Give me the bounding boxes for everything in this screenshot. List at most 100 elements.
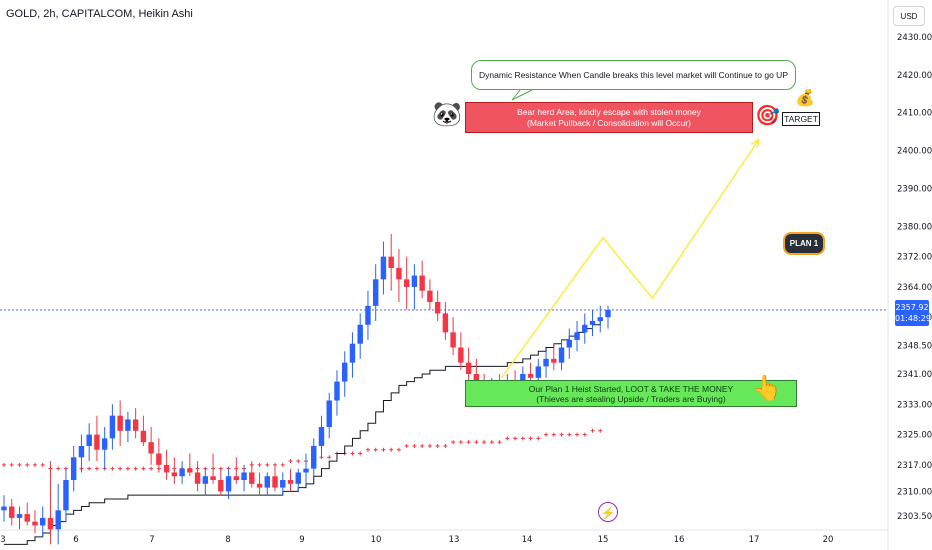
slow-ma-point	[358, 451, 363, 456]
candle-body	[551, 358, 557, 363]
last-price-value: 2357.92	[895, 303, 929, 312]
projection-path	[500, 138, 760, 379]
lightning-icon[interactable]: ⚡	[598, 502, 618, 522]
slow-ma-point	[118, 466, 123, 471]
candle-body	[218, 480, 224, 492]
time-tick-label: 9	[299, 535, 304, 545]
slow-ma-point	[389, 447, 394, 452]
candle-body	[194, 472, 201, 484]
currency-button[interactable]: USD	[893, 6, 925, 26]
slow-ma-point	[32, 462, 37, 467]
candle-body	[156, 453, 162, 465]
slow-ma-point	[56, 466, 61, 471]
candle-body	[117, 415, 123, 431]
price-tick-label: 2325.00	[897, 431, 932, 441]
candle-body	[40, 517, 46, 526]
candle-body	[63, 480, 69, 511]
slow-ma-point	[365, 447, 370, 452]
candle-body	[295, 472, 301, 484]
candle-body	[434, 302, 441, 314]
price-tick-label: 2400.00	[897, 147, 932, 157]
slow-ma-point	[87, 466, 92, 471]
time-tick-label: 3	[0, 535, 5, 545]
candle-body	[411, 275, 418, 287]
resistance-callout: Dynamic Resistance When Candle breaks th…	[471, 60, 796, 90]
candle-body	[202, 476, 209, 484]
candle-body	[303, 468, 309, 473]
time-tick-label: 17	[749, 535, 760, 545]
candle-body	[179, 468, 185, 477]
price-tick-label: 2341.00	[897, 370, 932, 380]
slow-ma-point	[149, 466, 154, 471]
slow-ma-point	[257, 462, 262, 467]
slow-ma-point	[133, 466, 138, 471]
slow-ma-point	[373, 447, 378, 452]
candle-body	[458, 347, 464, 363]
target-icon: 🎯	[755, 105, 780, 127]
panda-icon: 🐼	[432, 101, 462, 128]
slow-ma-point	[125, 466, 130, 471]
slow-ma-point	[327, 455, 332, 460]
bear-area-line-1: Bear herd Area, kindly escape with stole…	[517, 106, 701, 117]
candle-body	[24, 514, 30, 522]
last-price-tag: 2357.92 01:48:29	[895, 300, 931, 326]
candle-body	[9, 506, 15, 518]
candle-body	[264, 476, 270, 488]
slow-ma-point	[567, 432, 572, 437]
candle-body	[32, 521, 38, 526]
price-tick-label: 2310.00	[897, 487, 932, 497]
candle-body	[233, 476, 240, 481]
price-tick-label: 2333.00	[897, 400, 932, 410]
fast-ma-line	[4, 320, 601, 545]
time-tick-label: 14	[522, 535, 533, 545]
slow-ma-point	[9, 462, 14, 467]
time-tick-label: 16	[674, 535, 685, 545]
price-tick-label: 2390.00	[897, 184, 932, 194]
slow-ma-point	[404, 443, 409, 448]
price-tick-label: 2420.00	[897, 71, 932, 81]
candle-body	[210, 476, 216, 481]
candle-body	[55, 510, 61, 530]
price-tick-label: 2364.00	[897, 283, 932, 293]
candle-body	[132, 419, 139, 431]
price-tick-label: 2348.50	[897, 342, 932, 352]
candle-body	[566, 339, 572, 348]
heist-line-2: (Thieves are stealing Upside / Traders a…	[536, 393, 726, 404]
time-tick-label: 6	[73, 535, 78, 545]
slow-ma-point	[489, 440, 494, 445]
candle-body	[372, 279, 379, 306]
candle-body	[388, 256, 394, 268]
slow-ma-point	[40, 462, 45, 467]
candle-body	[465, 362, 472, 375]
candle-body	[543, 358, 549, 367]
slow-ma-point	[412, 443, 417, 448]
time-tick-label: 15	[598, 535, 609, 545]
slow-ma-point	[520, 436, 525, 441]
time-tick-label: 20	[823, 535, 834, 545]
slow-ma-point	[288, 459, 293, 464]
candle-body	[187, 468, 193, 473]
candle-body	[241, 472, 247, 481]
time-tick-label: 8	[225, 535, 230, 545]
candle-body	[342, 362, 348, 382]
price-tick-label: 2410.00	[897, 109, 932, 119]
slow-ma-point	[17, 462, 22, 467]
slow-ma-point	[94, 466, 99, 471]
slow-ma-point	[466, 440, 471, 445]
candle-body	[256, 483, 263, 488]
chart-title: GOLD, 2h, CAPITALCOM, Heikin Ashi	[6, 8, 193, 20]
slow-ma-point	[141, 466, 146, 471]
slow-ma-point	[396, 447, 401, 452]
slow-ma-point	[505, 436, 510, 441]
pointing-hand-icon: 👆	[752, 375, 782, 402]
candle-body	[140, 430, 147, 443]
candle-body	[280, 480, 286, 488]
candle-body	[225, 476, 232, 492]
candle-body	[86, 434, 92, 446]
candle-body	[427, 290, 433, 303]
slow-ma-point	[513, 436, 518, 441]
countdown-value: 01:48:29	[895, 314, 931, 323]
slow-ma-point	[559, 432, 564, 437]
candle-body	[527, 374, 534, 378]
